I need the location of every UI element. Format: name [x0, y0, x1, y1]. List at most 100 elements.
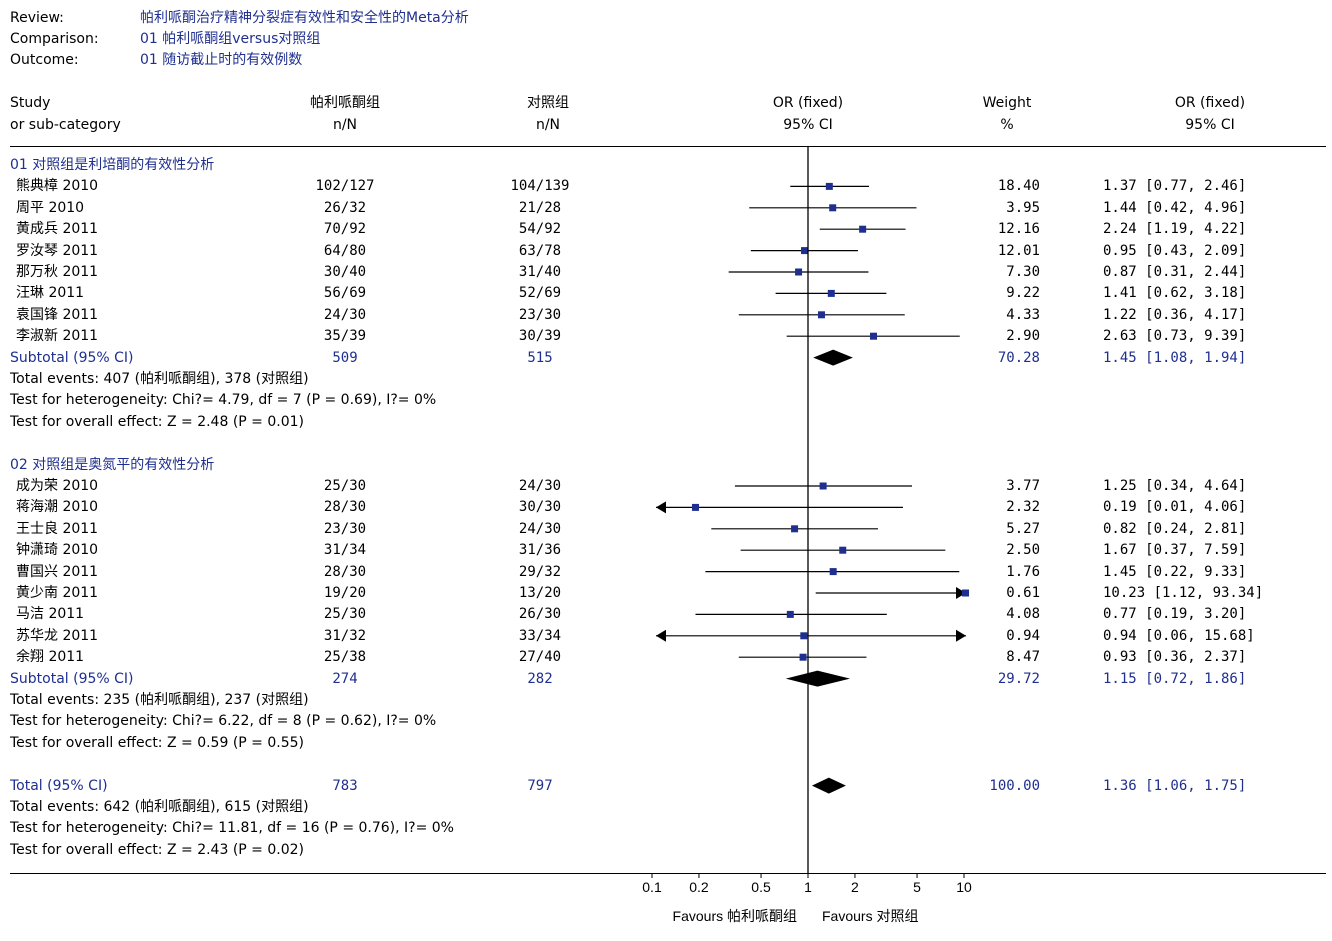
- study-name: 曹国兴 2011: [16, 563, 99, 580]
- point-estimate-square: [791, 525, 799, 533]
- plot-header: OR (fixed): [772, 95, 844, 111]
- total-events: Total events: 642 (帕利哌酮组), 615 (对照组): [10, 799, 309, 815]
- weight-header: Weight: [982, 95, 1032, 111]
- point-estimate-square: [962, 589, 970, 597]
- heterogeneity-test: Test for heterogeneity: Chi?= 6.22, df =…: [10, 713, 437, 730]
- axis-tick-label: 5: [913, 879, 921, 895]
- point-estimate-square: [819, 482, 827, 490]
- group1-count: 28/30: [323, 563, 367, 580]
- point-estimate-square: [870, 332, 878, 340]
- point-estimate-square: [827, 289, 835, 297]
- group1-count: 28/30: [323, 499, 367, 516]
- point-estimate-square: [691, 503, 699, 511]
- axis-tick-label: 0.2: [689, 879, 709, 895]
- or-subheader: 95% CI: [1185, 117, 1235, 133]
- study-name: 黄少南 2011: [16, 585, 99, 601]
- or-ci-value: 0.19 [0.01, 4.06]: [1103, 499, 1247, 516]
- axis-tick-label: 0.1: [642, 879, 662, 895]
- study-name: 罗汝琴 2011: [16, 242, 99, 259]
- point-estimate-square: [786, 610, 794, 618]
- or-ci-value: 2.63 [0.73, 9.39]: [1103, 328, 1247, 345]
- favours-left-label: Favours 帕利哌酮组: [673, 908, 797, 924]
- point-estimate-square: [800, 632, 808, 640]
- or-ci-value: 0.82 [0.24, 2.81]: [1103, 520, 1247, 537]
- overall-effect-test: Test for overall effect: Z = 2.48 (P = 0…: [10, 413, 304, 430]
- weight-value: 29.72: [997, 670, 1040, 687]
- ci-arrow-left: [656, 501, 666, 514]
- or-ci-value: 0.77 [0.19, 3.20]: [1103, 606, 1247, 623]
- comparison-label: Comparison:: [10, 31, 99, 47]
- study-header: Study: [10, 95, 51, 111]
- heterogeneity-test: Test for heterogeneity: Chi?= 4.79, df =…: [10, 392, 437, 409]
- group1-count: 56/69: [323, 285, 367, 302]
- group2-count: 26/30: [518, 606, 562, 623]
- group1-count: 25/30: [323, 606, 367, 623]
- study-name: 周平 2010: [16, 199, 85, 216]
- group2-count: 54/92: [518, 221, 562, 238]
- group1-count: 64/80: [323, 242, 367, 259]
- group2-count: 21/28: [518, 199, 562, 216]
- weight-value: 9.22: [1006, 285, 1040, 302]
- study-name: 汪琳 2011: [16, 285, 85, 302]
- or-ci-value: 1.25 [0.34, 4.64]: [1103, 478, 1247, 494]
- plot-subheader: 95% CI: [783, 117, 833, 133]
- group1-count: 509: [332, 349, 358, 366]
- subgroup-title: 01 对照组是利培酮的有效性分析: [10, 157, 215, 173]
- weight-value: 70.28: [997, 349, 1040, 366]
- group1-count: 19/20: [323, 585, 367, 601]
- group2-subheader: n/N: [535, 117, 561, 133]
- point-estimate-square: [839, 546, 847, 554]
- study-name: 余翔 2011: [16, 649, 85, 666]
- pooled-diamond: [813, 349, 853, 366]
- weight-value: 0.61: [1006, 585, 1040, 601]
- subtotal-label: Subtotal (95% CI): [10, 349, 134, 366]
- or-ci-value: 1.36 [1.06, 1.75]: [1103, 777, 1247, 794]
- review-label: Review:: [10, 10, 64, 26]
- axis-tick-label: 2: [851, 879, 859, 895]
- ci-arrow-left: [656, 629, 666, 642]
- group2-count: 31/40: [518, 264, 562, 280]
- header-divider: [10, 146, 1326, 147]
- or-ci-value: 0.93 [0.36, 2.37]: [1103, 649, 1247, 666]
- weight-subheader: %: [1000, 117, 1014, 133]
- weight-value: 12.16: [997, 221, 1040, 238]
- or-ci-value: 1.41 [0.62, 3.18]: [1103, 285, 1247, 302]
- weight-value: 1.76: [1006, 563, 1040, 580]
- group2-count: 282: [527, 670, 553, 687]
- group2-count: 13/20: [518, 585, 562, 601]
- group1-count: 30/40: [323, 264, 367, 280]
- group1-count: 783: [332, 777, 358, 794]
- point-estimate-square: [825, 182, 833, 190]
- group1-count: 24/30: [323, 306, 367, 323]
- group1-header: 帕利哌酮组: [310, 95, 380, 111]
- group2-count: 797: [527, 777, 553, 794]
- or-ci-value: 1.37 [0.77, 2.46]: [1103, 178, 1247, 195]
- study-name: 钟潇琦 2010: [16, 542, 99, 559]
- weight-value: 100.00: [989, 777, 1040, 794]
- weight-value: 3.95: [1006, 199, 1040, 216]
- weight-value: 18.40: [997, 178, 1040, 195]
- weight-value: 12.01: [997, 242, 1040, 259]
- group1-count: 25/38: [323, 649, 367, 666]
- overall-effect-test: Test for overall effect: Z = 2.43 (P = 0…: [10, 841, 304, 858]
- weight-value: 2.32: [1006, 499, 1040, 516]
- group2-count: 31/36: [518, 542, 562, 559]
- study-name: 马洁 2011: [16, 606, 85, 623]
- point-estimate-square: [799, 653, 807, 661]
- study-name: 李淑新 2011: [16, 328, 99, 345]
- group1-count: 274: [332, 670, 358, 687]
- weight-value: 2.90: [1006, 328, 1040, 345]
- group2-count: 24/30: [518, 478, 562, 494]
- comparison-title: 01 帕利哌酮组versus对照组: [140, 31, 321, 47]
- group2-count: 104/139: [510, 178, 570, 195]
- group1-count: 31/32: [323, 627, 367, 644]
- group1-count: 31/34: [323, 542, 367, 559]
- group1-count: 70/92: [323, 221, 367, 238]
- or-ci-value: 1.45 [1.08, 1.94]: [1103, 349, 1247, 366]
- outcome-label: Outcome:: [10, 52, 79, 68]
- point-estimate-square: [801, 247, 809, 255]
- or-header: OR (fixed): [1174, 95, 1246, 111]
- pooled-diamond: [811, 777, 846, 794]
- group2-count: 23/30: [518, 306, 562, 323]
- ci-arrow-right: [956, 629, 966, 642]
